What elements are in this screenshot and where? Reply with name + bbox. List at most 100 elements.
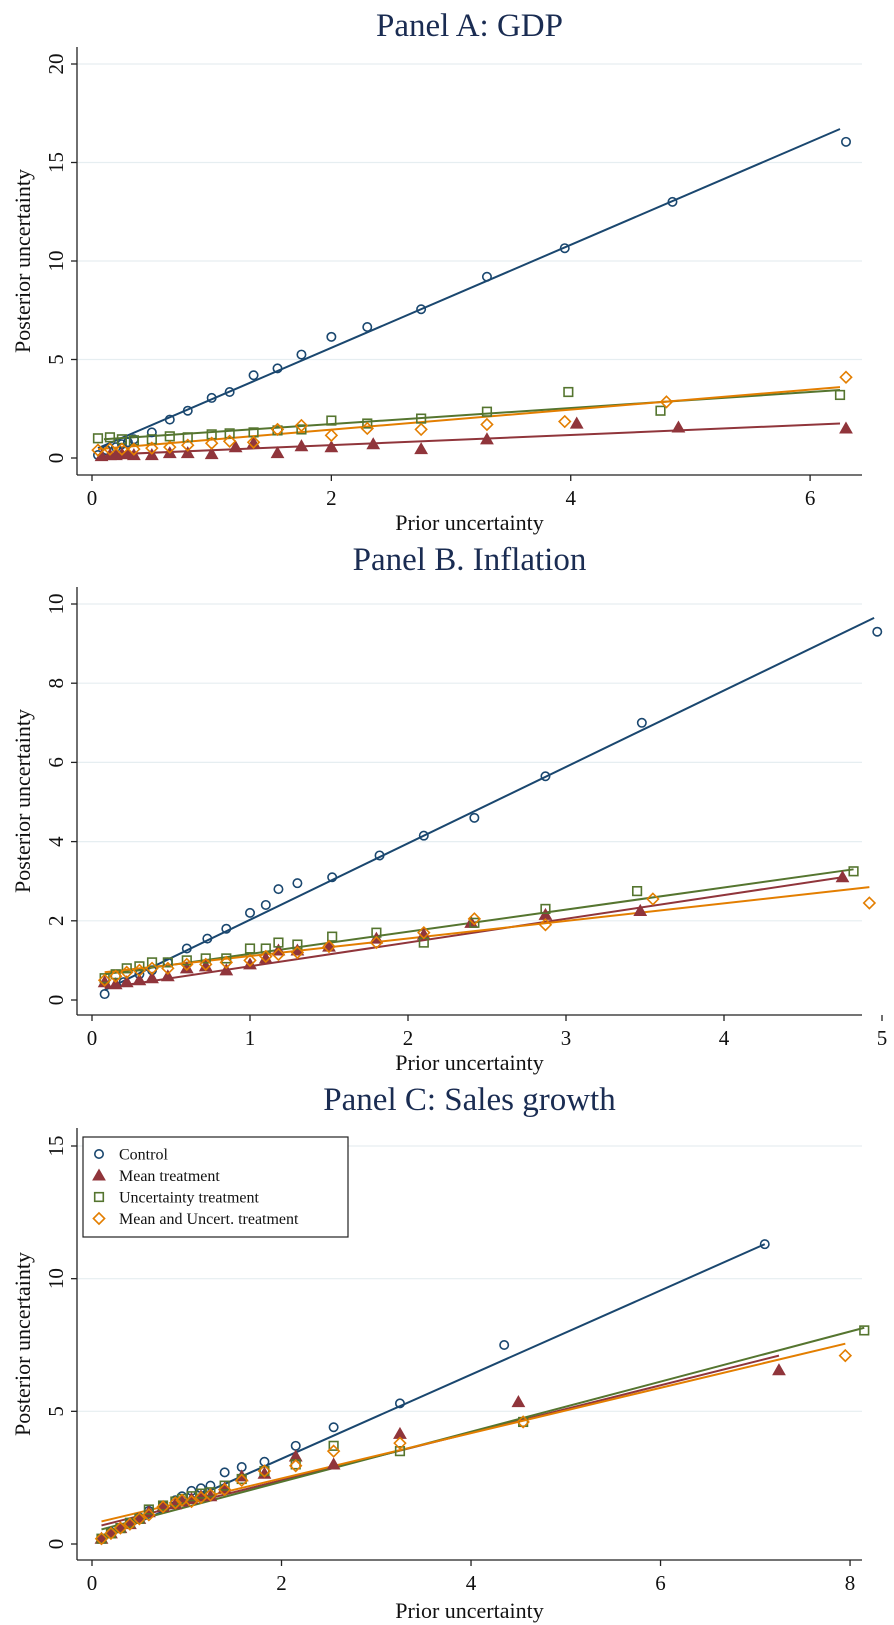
series-triangle [97,870,850,990]
data-point-diamond [94,1531,109,1546]
data-point-diamond [91,443,105,457]
data-point-square [219,1480,230,1491]
data-point-square [540,903,551,915]
data-point-diamond [838,1348,853,1363]
series-square [96,1325,870,1544]
data-point-circle [296,349,307,360]
legend: Control Mean treatment Uncertainty treatme… [82,1136,349,1238]
data-point-diamond [862,896,877,910]
x-tick-label: 3 [561,1026,572,1050]
data-point-triangle [270,446,285,459]
x-tick-label: 2 [276,1571,287,1595]
data-point-diamond [123,1517,137,1531]
data-point-diamond [156,1500,170,1514]
data-point-diamond [132,1512,147,1526]
data-point-square [563,386,574,398]
legend-label: Mean and Uncert. treatment [119,1211,299,1228]
data-point-circle [260,899,271,910]
x-tick-label: 4 [719,1026,730,1050]
data-point-triangle [569,416,584,429]
data-point-circle [224,387,235,398]
data-point-diamond [417,925,431,940]
data-point-triangle [480,432,494,445]
data-point-square [96,1533,107,1544]
y-tick-label: 10 [44,594,68,615]
data-point-circle [872,626,883,637]
fit-line-triangle [104,876,843,990]
y-tick-label: 0 [44,1539,68,1550]
data-point-circle [499,1340,510,1351]
legend-box [82,1136,349,1238]
data-point-circle [182,405,193,416]
data-point-circle [245,907,256,918]
data-point-diamond [538,918,553,932]
x-tick-label: 1 [245,1026,256,1050]
data-point-triangle [326,1457,341,1470]
panel-2: Panel C: Sales growth 0 5 10 15 0 2 4 6 8 Prior un… [10,1082,870,1623]
y-tick-label: 4 [44,836,68,847]
series-triangle [94,416,853,462]
data-point-circle [636,717,647,728]
data-point-diamond [199,957,213,972]
data-point-circle [374,850,385,861]
data-point-circle [206,392,217,403]
data-point-triangle [324,440,339,453]
legend-marker-circle [94,1149,105,1160]
data-point-triangle [772,1363,786,1376]
data-point-circle [759,1239,770,1250]
data-point-circle [418,830,429,841]
data-point-circle [327,872,338,883]
data-point-square [134,1513,145,1524]
y-tick-label: 5 [44,1406,68,1417]
x-axis-label: Prior uncertainty [395,510,543,535]
data-point-diamond [369,935,384,950]
y-axis-label: Posterior uncertainty [10,169,35,353]
data-point-diamond [270,422,285,437]
data-point-circle [540,771,551,782]
data-point-square [296,424,307,435]
data-point-diamond [414,422,428,437]
data-point-triangle [204,447,219,460]
x-axis-label: Prior uncertainty [395,1598,543,1623]
data-point-diamond [219,955,234,970]
legend-marker-diamond [92,1211,106,1226]
data-point-diamond [288,1458,303,1473]
data-point-diamond [120,965,134,980]
x-tick-label: 2 [326,486,337,510]
data-point-diamond [271,947,286,962]
y-tick-label: 5 [44,354,68,365]
data-point-square [221,953,232,964]
data-point-square [292,939,303,950]
data-point-diamond [393,1436,407,1450]
data-point-diamond [322,939,336,954]
data-point-circle [840,136,851,147]
data-point-triangle [835,870,850,883]
data-point-square [834,389,846,401]
y-tick-label: 10 [44,1268,68,1289]
data-point-diamond [115,442,129,456]
data-point-square [105,1528,117,1539]
data-point-diamond [142,1508,156,1522]
y-tick-label: 10 [44,251,68,272]
data-point-circle [181,943,192,954]
y-tick-label: 0 [44,995,68,1006]
data-point-square [481,406,493,417]
data-point-diamond [839,370,853,384]
data-point-diamond [659,395,674,409]
data-point-square [362,418,373,429]
data-point-circle [273,884,284,895]
data-point-diamond [324,428,339,443]
y-tick-label: 15 [44,1136,68,1157]
data-point-diamond [558,414,572,429]
data-point-triangle [119,975,134,988]
data-point-square [162,957,173,968]
data-point-diamond [326,1444,341,1458]
data-point-diamond [108,969,123,983]
data-point-diamond [294,418,309,433]
data-point-square [518,1416,529,1428]
data-point-circle [328,1422,339,1433]
legend-marker-triangle [92,1168,106,1181]
data-point-diamond [516,1415,530,1429]
data-point-diamond [181,438,195,452]
data-point-square [181,955,192,966]
